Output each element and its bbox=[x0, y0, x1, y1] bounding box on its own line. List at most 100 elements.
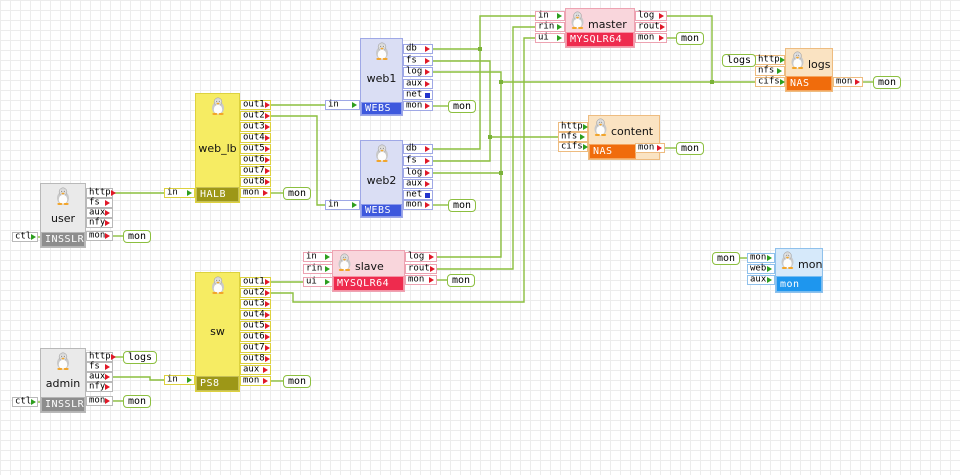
port-admin-nfy[interactable]: nfy bbox=[86, 382, 113, 392]
node-web_lb[interactable]: web_lb HALB bbox=[195, 93, 240, 203]
node-slave[interactable]: slave MYSQLR64 bbox=[332, 250, 405, 292]
port-web1-net[interactable]: net bbox=[403, 90, 433, 100]
port-slave-rin[interactable]: rin bbox=[303, 264, 333, 274]
net-label-mon[interactable]: mon bbox=[712, 252, 741, 265]
junction-dot bbox=[710, 80, 714, 84]
node-master[interactable]: master MYSQLR64 bbox=[565, 8, 635, 48]
port-arrow-out-icon bbox=[105, 200, 110, 206]
net-label-mon[interactable]: mon bbox=[123, 395, 152, 408]
port-logs-mon[interactable]: mon bbox=[833, 77, 863, 87]
port-sw-out7[interactable]: out7 bbox=[240, 343, 271, 353]
net-label-mon[interactable]: mon bbox=[676, 142, 705, 155]
port-web_lb-out6[interactable]: out6 bbox=[240, 155, 271, 165]
node-sw[interactable]: sw PS8 bbox=[195, 272, 240, 392]
port-web1-mon[interactable]: mon bbox=[403, 101, 433, 111]
port-slave-rout[interactable]: rout bbox=[405, 264, 437, 274]
port-web_lb-out3[interactable]: out3 bbox=[240, 122, 271, 132]
port-content-http[interactable]: http bbox=[558, 122, 588, 132]
node-content[interactable]: content NAS bbox=[588, 115, 660, 160]
port-mon-mon[interactable]: mon bbox=[747, 253, 775, 263]
port-sw-out6[interactable]: out6 bbox=[240, 332, 271, 342]
port-mon-web[interactable]: web bbox=[747, 264, 775, 274]
port-master-mon[interactable]: mon bbox=[635, 33, 667, 43]
port-web2-in[interactable]: in bbox=[325, 200, 360, 210]
port-user-aux[interactable]: aux bbox=[86, 208, 113, 218]
port-sw-out3[interactable]: out3 bbox=[240, 299, 271, 309]
port-mon-aux[interactable]: aux bbox=[747, 275, 775, 285]
port-web2-mon[interactable]: mon bbox=[403, 200, 433, 210]
port-slave-mon[interactable]: mon bbox=[405, 275, 437, 285]
port-web_lb-out8[interactable]: out8 bbox=[240, 177, 271, 187]
port-sw-out1[interactable]: out1 bbox=[240, 277, 271, 287]
net-label-mon[interactable]: mon bbox=[448, 199, 477, 212]
port-logs-http[interactable]: http bbox=[755, 55, 785, 65]
port-sw-out2[interactable]: out2 bbox=[240, 288, 271, 298]
port-web_lb-out5[interactable]: out5 bbox=[240, 144, 271, 154]
port-sw-mon[interactable]: mon bbox=[240, 376, 271, 386]
port-content-mon[interactable]: mon bbox=[635, 143, 665, 153]
net-label-mon[interactable]: mon bbox=[447, 274, 476, 287]
net-label-logs[interactable]: logs bbox=[722, 54, 757, 67]
port-web2-aux[interactable]: aux bbox=[403, 179, 433, 189]
port-web1-log[interactable]: log bbox=[403, 67, 433, 77]
port-admin-http[interactable]: http bbox=[86, 352, 116, 362]
port-web_lb-out4[interactable]: out4 bbox=[240, 133, 271, 143]
port-slave-in[interactable]: in bbox=[303, 252, 333, 262]
port-user-mon[interactable]: mon bbox=[86, 231, 113, 241]
port-web1-fs[interactable]: fs bbox=[403, 56, 433, 66]
net-label-logs[interactable]: logs bbox=[123, 351, 158, 364]
port-admin-aux[interactable]: aux bbox=[86, 372, 113, 382]
node-logs[interactable]: logs NAS bbox=[785, 48, 833, 92]
port-slave-ui[interactable]: ui bbox=[303, 277, 333, 287]
port-admin-mon[interactable]: mon bbox=[86, 396, 113, 406]
port-master-ui[interactable]: ui bbox=[535, 33, 565, 43]
port-web1-db[interactable]: db bbox=[403, 44, 433, 54]
net-label-mon[interactable]: mon bbox=[283, 375, 312, 388]
port-web_lb-mon[interactable]: mon bbox=[240, 188, 271, 198]
port-slave-log[interactable]: log bbox=[405, 252, 437, 262]
port-user-nfy[interactable]: nfy bbox=[86, 218, 113, 228]
port-web2-db[interactable]: db bbox=[403, 144, 433, 154]
port-web2-fs[interactable]: fs bbox=[403, 156, 433, 166]
port-web2-log[interactable]: log bbox=[403, 168, 433, 178]
port-sw-out4[interactable]: out4 bbox=[240, 310, 271, 320]
port-content-cifs[interactable]: cifs bbox=[558, 142, 588, 152]
port-master-log[interactable]: log bbox=[635, 11, 667, 21]
node-user[interactable]: user INSSLR bbox=[40, 183, 86, 248]
port-master-rout[interactable]: rout bbox=[635, 22, 667, 32]
port-web1-aux[interactable]: aux bbox=[403, 79, 433, 89]
port-sw-out8[interactable]: out8 bbox=[240, 354, 271, 364]
port-user-ctl[interactable]: ctl bbox=[12, 232, 38, 242]
port-admin-fs[interactable]: fs bbox=[86, 362, 113, 372]
port-label: nfs bbox=[561, 131, 578, 141]
net-label-mon[interactable]: mon bbox=[873, 76, 902, 89]
port-logs-cifs[interactable]: cifs bbox=[755, 77, 785, 87]
port-user-http[interactable]: http bbox=[86, 188, 116, 198]
net-label-mon[interactable]: mon bbox=[448, 100, 477, 113]
net-label-mon[interactable]: mon bbox=[676, 32, 705, 45]
port-web_lb-out7[interactable]: out7 bbox=[240, 166, 271, 176]
port-content-nfs[interactable]: nfs bbox=[558, 132, 588, 142]
net-label-mon[interactable]: mon bbox=[123, 230, 152, 243]
port-web_lb-out1[interactable]: out1 bbox=[240, 100, 271, 110]
port-sw-aux[interactable]: aux bbox=[240, 365, 271, 375]
port-label: in bbox=[328, 199, 339, 209]
port-web_lb-out2[interactable]: out2 bbox=[240, 111, 271, 121]
port-web_lb-in[interactable]: in bbox=[164, 188, 195, 198]
port-admin-ctl[interactable]: ctl bbox=[12, 397, 38, 407]
node-admin[interactable]: admin INSSLR bbox=[40, 348, 86, 413]
net-label-mon[interactable]: mon bbox=[283, 187, 312, 200]
port-master-rin[interactable]: rin bbox=[535, 22, 565, 32]
port-logs-nfs[interactable]: nfs bbox=[755, 66, 785, 76]
node-web2[interactable]: web2 WEBS bbox=[360, 140, 403, 218]
node-mon[interactable]: mon mon bbox=[775, 248, 823, 293]
port-web1-in[interactable]: in bbox=[325, 100, 360, 110]
port-sw-in[interactable]: in bbox=[164, 375, 195, 385]
port-label: nfy bbox=[89, 381, 106, 391]
port-master-in[interactable]: in bbox=[535, 11, 565, 21]
port-arrow-out-icon bbox=[263, 378, 268, 384]
port-sw-out5[interactable]: out5 bbox=[240, 321, 271, 331]
port-web2-net[interactable]: net bbox=[403, 190, 433, 200]
node-web1[interactable]: web1 WEBS bbox=[360, 38, 403, 116]
port-user-fs[interactable]: fs bbox=[86, 198, 113, 208]
